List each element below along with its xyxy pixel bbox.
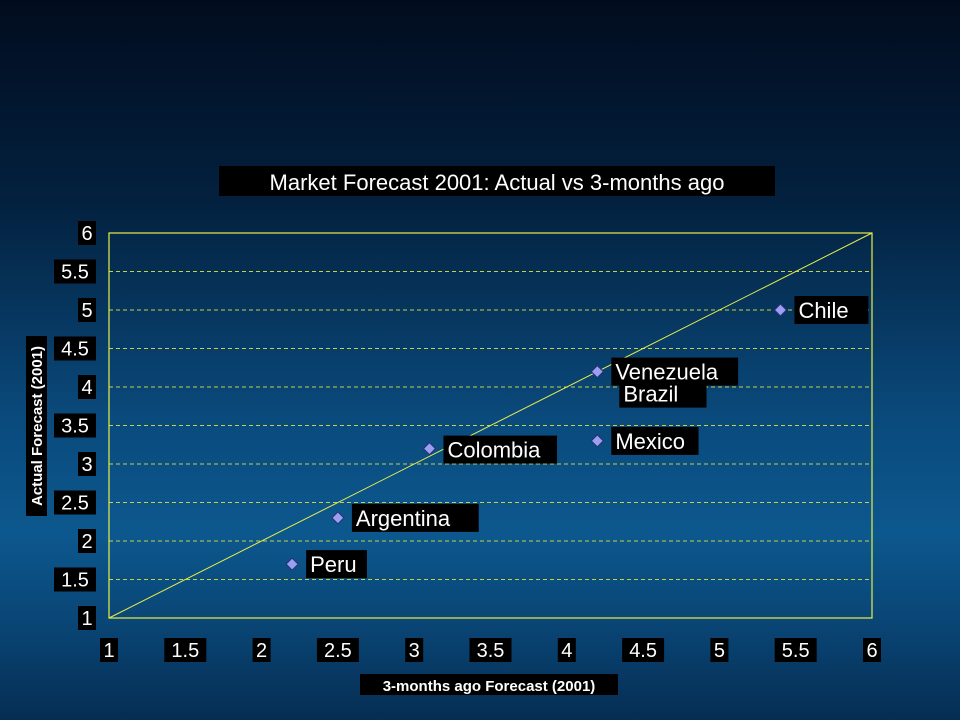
y-tick-label: 2.5	[61, 493, 89, 515]
x-tick-label: 2	[256, 640, 267, 662]
x-tick-label-group: 1.5	[164, 638, 207, 662]
x-tick-label: 3.5	[477, 640, 505, 662]
y-tick-label-group: 4	[78, 375, 96, 399]
x-tick-label-group: 6	[863, 638, 881, 662]
point-label-group: Colombia	[443, 435, 558, 464]
x-tick-label: 4.5	[629, 640, 657, 662]
point-label-group: Chile	[794, 296, 869, 324]
x-tick-label-group: 2	[252, 638, 271, 662]
y-tick-label: 3	[81, 454, 92, 476]
y-tick-label-group: 3	[78, 452, 96, 476]
reference-line	[108, 232, 873, 619]
x-tick-label-group: 5.5	[774, 638, 817, 662]
point-label: Argentina	[356, 506, 451, 531]
x-tick-label: 2.5	[324, 640, 352, 662]
y-tick-label: 5.5	[61, 262, 89, 284]
x-tick-label: 1.5	[171, 640, 199, 662]
y-tick-label-group: 3.5	[54, 413, 96, 438]
point-label-group: Argentina	[351, 503, 479, 532]
y-tick-label-group: 5	[78, 298, 96, 322]
point-label: Colombia	[447, 438, 541, 463]
x-tick-label: 3	[409, 640, 420, 662]
x-tick-label-group: 5	[710, 638, 729, 662]
x-tick-label-group: 3	[405, 638, 424, 662]
y-tick-label-group: 5.5	[54, 259, 96, 284]
x-tick-label-group: 1	[100, 638, 118, 662]
point-label-group: Peru	[306, 550, 367, 579]
point-label: Venezuela	[615, 360, 719, 385]
x-tick-label: 1	[103, 640, 114, 662]
y-tick-label-group: 4.5	[54, 336, 96, 361]
x-tick-label-group: 4.5	[622, 638, 665, 662]
y-axis-ticks: 1 1.5 2 2.5 3 3.5 4 4.5 5 5.5 6	[54, 221, 96, 630]
y-tick-label-group: 2	[78, 529, 96, 553]
x-tick-label-group: 2.5	[316, 638, 359, 662]
x-tick-label-group: 3.5	[469, 638, 512, 662]
x-axis-title: 3-months ago Forecast (2001)	[383, 678, 596, 695]
chart-title: Market Forecast 2001: Actual vs 3-months…	[270, 170, 725, 195]
y-tick-label-group: 1.5	[54, 567, 96, 592]
x-axis-ticks: 1 1.5 2 2.5 3 3.5 4 4.5 5 5.5 6	[100, 638, 881, 662]
data-point	[331, 511, 345, 525]
x-tick-label: 5.5	[782, 640, 810, 662]
x-tick-label: 5	[714, 640, 725, 662]
y-tick-label-group: 6	[78, 221, 96, 245]
data-point	[773, 303, 788, 317]
data-point	[590, 434, 605, 448]
y-axis-title: Actual Forecast (2001)	[29, 346, 46, 506]
data-point	[422, 441, 437, 456]
y-tick-label: 1	[81, 608, 92, 630]
y-tick-label-group: 1	[78, 606, 96, 630]
x-tick-label: 4	[561, 640, 572, 662]
point-label: Chile	[798, 298, 848, 323]
y-tick-label: 1.5	[61, 570, 89, 592]
y-tick-label: 5	[81, 300, 92, 322]
point-label: Brazil	[623, 382, 678, 407]
x-tick-label-group: 4	[557, 638, 576, 662]
point-label: Mexico	[615, 429, 685, 454]
x-axis-title-group: 3-months ago Forecast (2001)	[360, 674, 618, 695]
chart-title-group: Market Forecast 2001: Actual vs 3-months…	[219, 166, 775, 196]
y-tick-label: 3.5	[61, 416, 89, 438]
y-tick-label: 4	[81, 377, 92, 399]
point-label-group: Mexico	[611, 426, 699, 455]
y-tick-label-group: 2.5	[54, 490, 96, 515]
y-tick-label: 2	[81, 531, 92, 553]
data-point	[590, 364, 605, 379]
plot-area	[108, 232, 873, 619]
y-tick-label: 4.5	[61, 339, 89, 361]
point-label: Peru	[310, 552, 356, 577]
point-label-group: Venezuela	[611, 357, 739, 386]
y-axis-title-group: Actual Forecast (2001)	[26, 336, 47, 516]
y-tick-label: 6	[81, 223, 92, 245]
x-tick-label: 6	[866, 640, 877, 662]
data-point	[285, 557, 299, 571]
